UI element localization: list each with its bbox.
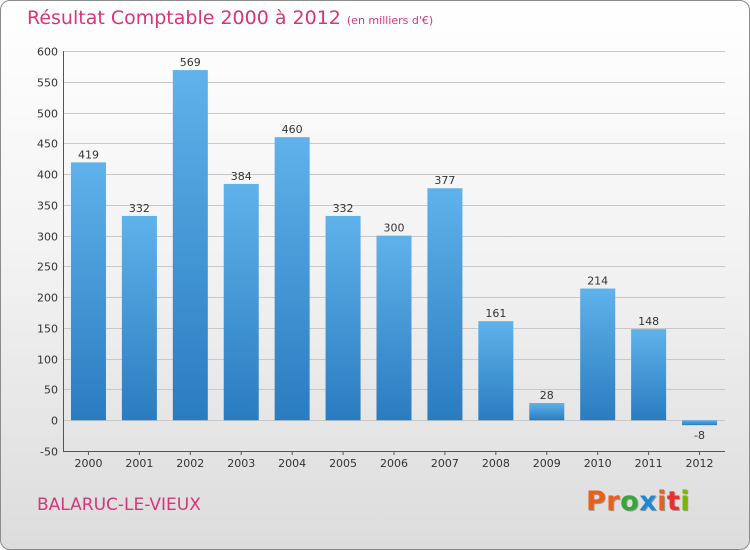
bar-value-label: 148 <box>638 315 659 328</box>
bar <box>172 70 208 421</box>
bar <box>427 188 463 421</box>
bar-value-label: 384 <box>231 170 252 183</box>
bar <box>223 183 259 421</box>
y-tick-label: 350 <box>37 200 58 213</box>
bar-value-label: 300 <box>384 222 405 235</box>
bar <box>529 403 565 421</box>
bar-value-label: 161 <box>485 307 506 320</box>
x-tick-label: 2002 <box>176 457 204 470</box>
bars: 419 332 569 384 460 332 300 377 161 28 214 148 -8 <box>70 56 718 442</box>
y-tick-label: 50 <box>44 384 58 397</box>
bar <box>631 329 667 421</box>
bar-value-label: 419 <box>78 148 99 161</box>
bar-value-label: -8 <box>694 429 705 442</box>
x-tick-label: 2012 <box>686 457 714 470</box>
bar-value-label: 28 <box>540 389 554 402</box>
x-tick-label: 2006 <box>380 457 408 470</box>
y-tick-label: 500 <box>37 108 58 121</box>
logo-letter: o <box>620 486 640 517</box>
y-tick-label: 100 <box>37 354 58 367</box>
y-tick-label: 250 <box>37 261 58 274</box>
bar <box>376 235 412 421</box>
x-tick-label: 2007 <box>431 457 459 470</box>
bar-value-label: 332 <box>333 202 354 215</box>
y-tick-label: 200 <box>37 292 58 305</box>
bar <box>274 137 310 421</box>
city-name: BALARUC-LE-VIEUX <box>37 495 201 515</box>
y-tick-label: 150 <box>37 323 58 336</box>
x-tick-label: 2009 <box>533 457 561 470</box>
chart-title-main: Résultat Comptable 2000 à 2012 <box>27 7 341 29</box>
bar-value-label: 332 <box>129 202 150 215</box>
logo-letter: i <box>657 486 667 517</box>
logo-letter: r <box>606 486 621 517</box>
y-tick-label: 450 <box>37 138 58 151</box>
y-tick-label: 0 <box>51 415 58 428</box>
x-tick-label: 2011 <box>635 457 663 470</box>
bar <box>70 162 106 421</box>
bar-value-label: 569 <box>180 56 201 69</box>
chart-title-unit: (en milliers d'€) <box>346 14 434 27</box>
logo-letter: t <box>666 486 681 517</box>
x-tick-label: 2008 <box>482 457 510 470</box>
x-tick-label: 2004 <box>278 457 306 470</box>
logo-letter: i <box>680 486 691 517</box>
bar <box>325 215 361 421</box>
bar-value-label: 214 <box>587 275 608 288</box>
x-tick-label: 2000 <box>74 457 102 470</box>
bar-value-label: 460 <box>282 123 303 136</box>
y-tick-label: 400 <box>37 169 58 182</box>
x-tick-label: 2010 <box>584 457 612 470</box>
y-tick-label: 300 <box>37 231 58 244</box>
proxiti-logo: Proxiti <box>586 486 690 517</box>
y-tick-label: -50 <box>40 446 58 459</box>
y-tick-label: 550 <box>37 77 58 90</box>
x-tick-label: 2003 <box>227 457 255 470</box>
bar <box>682 420 718 426</box>
logo-letter: x <box>639 486 658 517</box>
axes: -50 0 50 100 150 200 250 300 350 400 450 500 550 600 2… <box>37 46 725 470</box>
chart-title: Résultat Comptable 2000 à 2012 (en millie… <box>27 7 433 29</box>
bar <box>478 321 514 421</box>
bar <box>580 288 616 421</box>
bar-value-label: 377 <box>434 174 455 187</box>
logo-letter: P <box>586 486 607 517</box>
y-tick-label: 600 <box>37 46 58 59</box>
x-tick-label: 2005 <box>329 457 357 470</box>
x-tick-label: 2001 <box>125 457 153 470</box>
bar <box>121 215 157 421</box>
